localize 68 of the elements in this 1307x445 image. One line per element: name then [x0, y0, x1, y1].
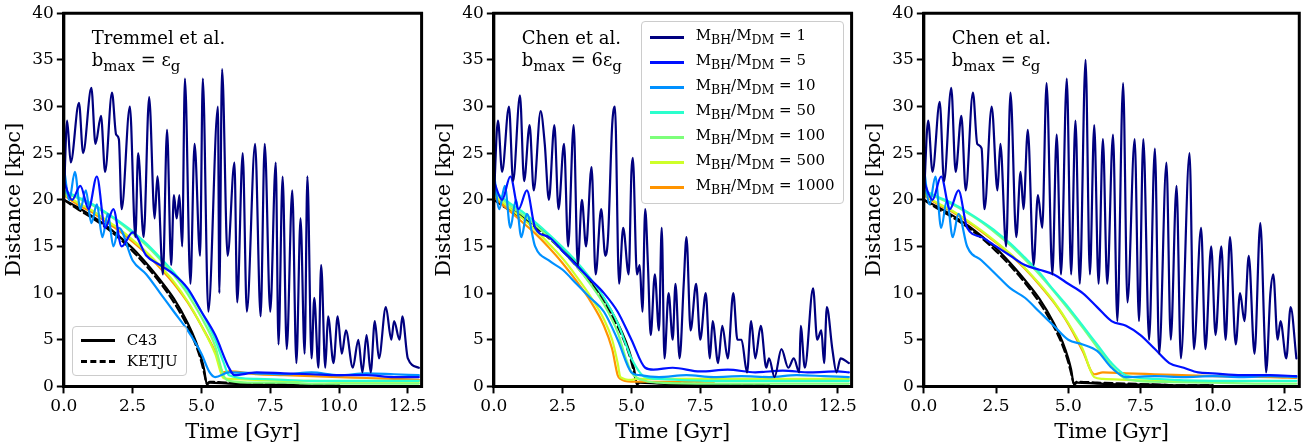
x-tick-label: 12.5 — [388, 395, 427, 416]
x-axis-title: Time [Gyr] — [1054, 418, 1169, 443]
y-tick-label: 30 — [892, 94, 914, 115]
y-axis-title: Distance [kpc] — [1, 122, 26, 277]
y-tick-label: 25 — [892, 141, 914, 162]
x-tick-label: 10.0 — [320, 395, 358, 416]
y-tick-label: 5 — [43, 328, 54, 349]
y-tick-label: 15 — [32, 234, 54, 255]
line-series — [493, 94, 850, 379]
legend-label: M$_{BH}$/M$_{DM}$ = 1000 — [695, 175, 835, 200]
y-tick-label: 25 — [462, 141, 484, 162]
legend-label: KETJU — [126, 351, 178, 373]
x-tick-label: 2.5 — [119, 395, 147, 416]
y-tick-label: 20 — [462, 188, 484, 209]
legend-label: M$_{BH}$/M$_{DM}$ = 100 — [695, 125, 826, 150]
x-tick-label: 2.5 — [549, 395, 577, 416]
y-tick-label: 10 — [462, 281, 484, 302]
y-tick-label: 35 — [892, 48, 914, 69]
y-tick-label: 10 — [892, 281, 914, 302]
annotation: Chen et al. — [521, 27, 622, 50]
legend-label: M$_{BH}$/M$_{DM}$ = 50 — [695, 100, 816, 125]
y-tick-label: 15 — [892, 234, 914, 255]
x-tick-label: 12.5 — [818, 395, 857, 416]
y-tick-label: 0 — [43, 374, 54, 395]
y-tick-label: 40 — [892, 1, 914, 22]
x-tick-label: 5.0 — [1054, 395, 1082, 416]
x-tick-label: 10.0 — [750, 395, 788, 416]
y-tick-label: 35 — [32, 48, 54, 69]
y-tick-label: 0 — [473, 374, 484, 395]
legend-label: M$_{BH}$/M$_{DM}$ = 500 — [695, 150, 826, 175]
y-tick-label: 30 — [32, 94, 54, 115]
y-tick-label: 20 — [32, 188, 54, 209]
x-tick-label: 0.0 — [480, 395, 508, 416]
annotation: Tremmel et al. — [91, 27, 226, 50]
annotation: b$_{max}$ = 6ε$_{g}$ — [521, 49, 622, 77]
x-tick-label: 5.0 — [617, 395, 645, 416]
x-tick-label: 7.5 — [686, 395, 714, 416]
annotation: b$_{max}$ = ε$_{g}$ — [91, 49, 182, 77]
y-tick-label: 0 — [903, 374, 914, 395]
x-tick-label: 0.0 — [910, 395, 938, 416]
y-tick-label: 20 — [892, 188, 914, 209]
y-tick-label: 15 — [462, 234, 484, 255]
x-tick-label: 12.5 — [1265, 395, 1304, 416]
legend-label: M$_{BH}$/M$_{DM}$ = 1 — [695, 25, 806, 50]
x-tick-label: 2.5 — [982, 395, 1010, 416]
y-axis-title: Distance [kpc] — [861, 122, 886, 277]
y-tick-label: 30 — [462, 94, 484, 115]
y-tick-label: 5 — [903, 328, 914, 349]
x-tick-label: 0.0 — [50, 395, 78, 416]
x-tick-label: 7.5 — [1126, 395, 1154, 416]
y-tick-label: 35 — [462, 48, 484, 69]
x-tick-label: 7.5 — [256, 395, 284, 416]
x-axis-title: Time [Gyr] — [185, 418, 301, 443]
legend-label: M$_{BH}$/M$_{DM}$ = 5 — [695, 50, 806, 75]
y-tick-label: 10 — [32, 281, 54, 302]
y-tick-label: 5 — [473, 328, 484, 349]
annotation: b$_{max}$ = ε$_{g}$ — [951, 49, 1042, 77]
y-tick-label: 40 — [32, 1, 54, 22]
x-tick-label: 5.0 — [187, 395, 215, 416]
legend-label: M$_{BH}$/M$_{DM}$ = 10 — [695, 75, 816, 100]
y-tick-label: 40 — [462, 1, 484, 22]
legend-label: C43 — [126, 330, 158, 352]
x-axis-title: Time [Gyr] — [615, 418, 731, 443]
annotation: Chen et al. — [951, 27, 1051, 50]
y-tick-label: 25 — [32, 141, 54, 162]
line-series — [493, 195, 716, 383]
y-axis-title: Distance [kpc] — [431, 122, 456, 277]
x-tick-label: 10.0 — [1193, 395, 1232, 416]
